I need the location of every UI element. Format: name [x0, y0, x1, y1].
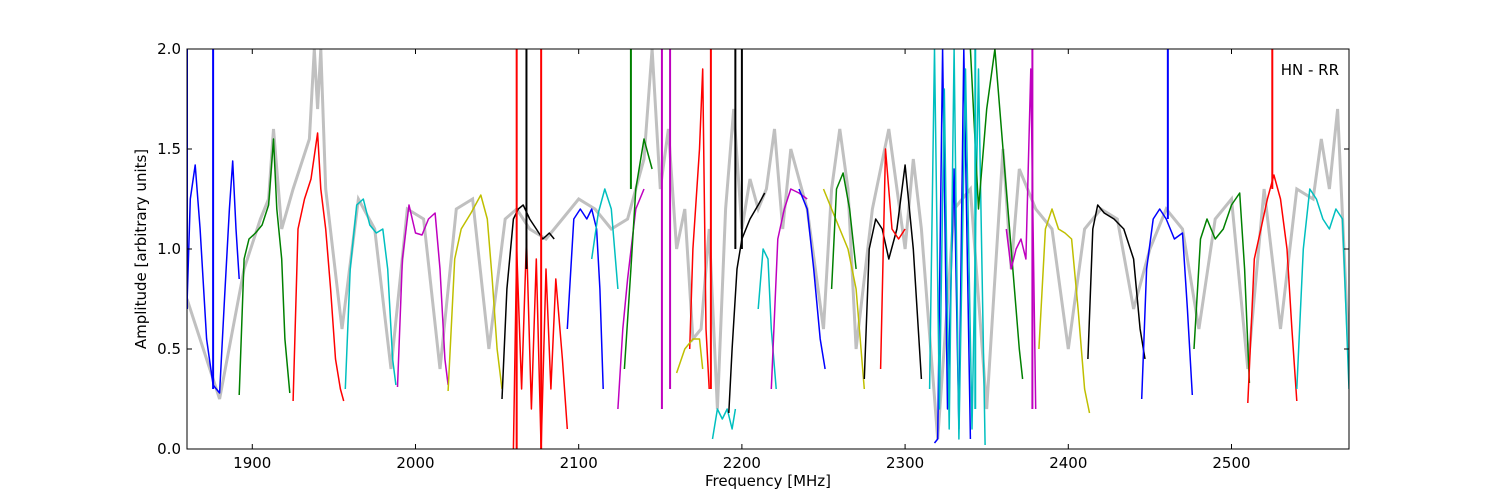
x-tick-label: 2400 [1049, 454, 1087, 472]
series-line-22 [863, 164, 923, 380]
x-tick-label: 2300 [886, 454, 924, 472]
y-axis-label: Amplitude [arbitrary units] [132, 149, 150, 349]
series-line-9 [566, 208, 604, 390]
series-line-30 [1140, 208, 1194, 400]
series-line-29 [1087, 204, 1146, 360]
series-layer [187, 49, 1349, 449]
series-line-32 [1247, 174, 1298, 404]
series-line-28 [1038, 208, 1091, 414]
series-line-27 [1005, 68, 1037, 410]
y-tick-label: 0.5 [157, 340, 181, 358]
series-line-15 [711, 408, 737, 440]
series-line-3 [292, 132, 345, 402]
spike-layer [187, 49, 1274, 449]
series-line-2 [238, 138, 291, 396]
x-tick-label: 1900 [233, 454, 271, 472]
series-line-10 [590, 188, 619, 290]
series-line-14 [675, 338, 704, 374]
y-tick-label: 2.0 [157, 40, 181, 58]
series-line-5 [396, 204, 449, 388]
y-tick-label: 0.0 [157, 440, 181, 458]
background-series-line [187, 49, 1349, 440]
series-line-20 [822, 188, 866, 390]
y-tick-label: 1.0 [157, 240, 181, 258]
series-line-26 [969, 49, 1024, 380]
series-line-1 [187, 160, 240, 394]
x-axis-label: Frequency [MHz] [705, 472, 831, 490]
x-tick-label: 2000 [396, 454, 434, 472]
series-line-4 [344, 198, 397, 390]
series-line-33 [1296, 188, 1349, 390]
background-series-layer [187, 49, 1349, 440]
series-line-12 [623, 138, 653, 370]
series-line-13 [688, 68, 710, 390]
series-line-23 [879, 148, 906, 370]
y-tick-label: 1.5 [157, 140, 181, 158]
series-line-19 [798, 188, 826, 370]
series-line-31 [1193, 192, 1251, 384]
ticks-layer: 1900 2000 2100 2200 2300 2400 2500 0.0 0.5 1.0 1.5… [157, 40, 1349, 472]
x-tick-label: 2500 [1212, 454, 1250, 472]
x-tick-label: 2100 [560, 454, 598, 472]
series-line-11 [617, 188, 645, 410]
series-line-8 [512, 238, 569, 449]
x-tick-label: 2200 [723, 454, 761, 472]
series-line-25 [928, 49, 986, 446]
series-line-21 [830, 172, 857, 290]
annotation-label: HN - RR [1281, 61, 1339, 79]
series-line-6 [447, 194, 503, 392]
